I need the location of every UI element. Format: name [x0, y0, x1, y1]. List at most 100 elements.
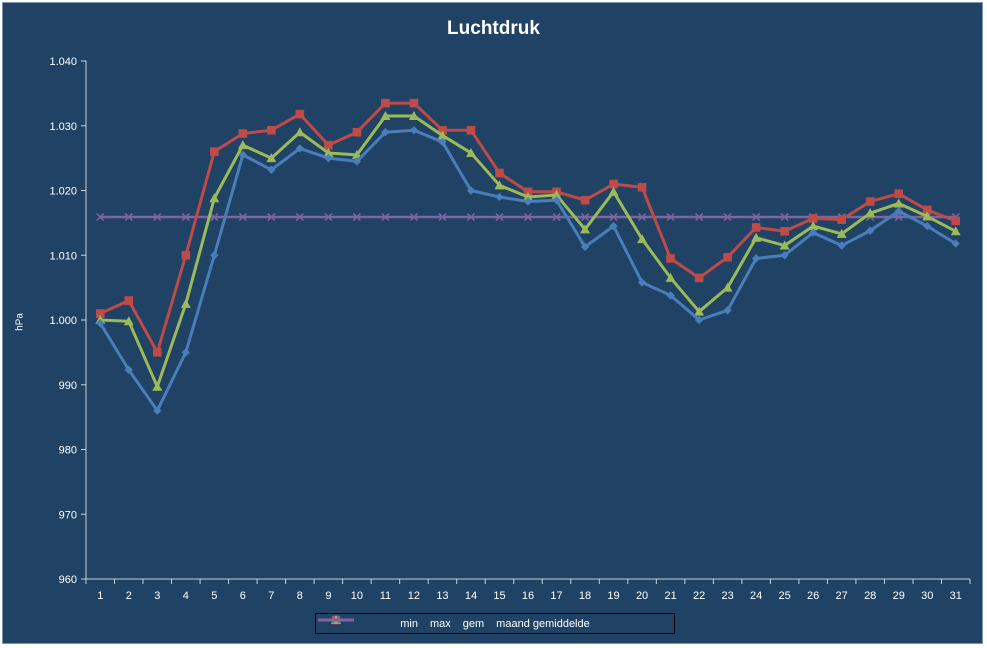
data-point-maand-gemiddelde — [666, 213, 675, 222]
x-tick-label: 5 — [211, 590, 217, 602]
x-tick-label: 25 — [779, 590, 791, 602]
data-point-maand-gemiddelde — [552, 213, 561, 222]
data-point-max — [466, 125, 476, 135]
data-point-gem — [465, 147, 476, 157]
data-point-max — [381, 98, 390, 108]
data-point-min — [181, 348, 191, 357]
data-point-maand-gemiddelde — [723, 213, 732, 222]
data-point-maand-gemiddelde — [352, 213, 361, 222]
data-point-gem — [808, 221, 819, 231]
data-point-min — [438, 137, 447, 147]
data-point-maand-gemiddelde — [210, 213, 219, 222]
y-tick-label: 960 — [59, 574, 77, 586]
legend: min max gem maand gemiddelde — [315, 613, 675, 634]
data-point-gem — [580, 224, 591, 234]
data-point-max — [210, 147, 219, 156]
data-point-maand-gemiddelde — [523, 213, 533, 222]
x-tick-label: 28 — [864, 590, 876, 602]
x-tick-label: 23 — [721, 590, 733, 602]
data-point-max — [352, 127, 362, 137]
data-point-min — [780, 251, 789, 260]
data-point-gem — [722, 282, 733, 292]
data-point-min — [295, 144, 305, 153]
x-tick-label: 19 — [607, 590, 619, 602]
data-point-maand-gemiddelde — [609, 213, 618, 222]
x-tick-label: 1 — [97, 590, 103, 602]
x-tick-label: 17 — [550, 590, 562, 602]
data-point-gem — [323, 147, 334, 157]
legend-item: max — [318, 615, 451, 630]
legend-swatch — [318, 615, 354, 625]
data-point-maand-gemiddelde — [780, 213, 789, 222]
data-point-min — [609, 221, 618, 231]
data-point-maand-gemiddelde — [894, 213, 903, 222]
data-point-min — [96, 319, 105, 328]
data-point-min — [324, 153, 333, 163]
data-point-gem — [351, 149, 362, 159]
y-tick-label: 970 — [59, 509, 77, 521]
data-point-min — [495, 192, 504, 202]
x-tick-label: 13 — [436, 590, 448, 602]
data-point-gem — [950, 226, 961, 236]
x-tick-label: 31 — [950, 590, 962, 602]
data-point-gem — [779, 240, 790, 250]
data-point-maand-gemiddelde — [238, 213, 247, 222]
data-point-maand-gemiddelde — [324, 213, 333, 222]
data-point-min — [153, 406, 162, 415]
data-point-max — [409, 98, 419, 108]
data-point-min — [923, 221, 932, 231]
data-point-max — [951, 216, 961, 226]
x-tick-label: 16 — [522, 590, 534, 602]
data-point-maand-gemiddelde — [267, 213, 276, 222]
data-point-max — [580, 195, 590, 205]
data-point-gem — [408, 111, 419, 121]
data-point-gem — [608, 186, 619, 196]
data-point-max — [637, 182, 647, 192]
legend-label: min — [400, 617, 418, 630]
data-point-max — [751, 223, 761, 232]
data-point-min — [466, 186, 476, 195]
legend-item: min — [318, 615, 418, 630]
data-point-max — [152, 348, 162, 357]
data-point-max — [324, 140, 333, 150]
data-point-maand-gemiddelde — [96, 213, 105, 222]
data-point-min — [381, 128, 390, 137]
data-point-gem — [865, 208, 876, 218]
x-tick-label: 20 — [636, 590, 648, 602]
data-point-max — [267, 125, 276, 135]
legend-label: max — [429, 617, 451, 630]
data-point-max — [495, 168, 504, 178]
x-tick-label: 7 — [268, 590, 274, 602]
data-point-min — [723, 306, 732, 315]
data-point-max — [609, 179, 618, 189]
data-point-max — [666, 254, 675, 263]
data-point-min — [580, 242, 590, 252]
data-point-maand-gemiddelde — [409, 213, 418, 222]
data-point-gem — [294, 127, 305, 137]
legend-item: gem — [318, 615, 484, 630]
data-point-gem — [494, 180, 505, 190]
y-tick-label: 990 — [59, 380, 77, 392]
data-point-gem — [836, 228, 847, 238]
data-point-gem — [665, 272, 676, 282]
legend-swatch-marker — [331, 615, 341, 625]
data-point-gem — [893, 198, 904, 208]
data-point-gem — [180, 298, 191, 308]
data-point-max — [523, 187, 533, 197]
data-point-min — [267, 165, 276, 174]
data-point-min — [808, 228, 818, 237]
series-group — [95, 98, 961, 415]
data-point-max — [295, 109, 305, 119]
data-point-max — [837, 215, 846, 224]
data-point-max — [894, 189, 904, 199]
data-point-gem — [694, 306, 705, 316]
data-point-max — [124, 296, 134, 305]
data-point-min — [352, 157, 362, 166]
data-point-gem — [266, 153, 277, 163]
data-point-max — [922, 205, 932, 215]
x-tick-label: 27 — [836, 590, 848, 602]
data-point-min — [694, 315, 704, 325]
data-point-gem — [922, 211, 933, 221]
series-max — [95, 98, 961, 357]
data-point-gem — [380, 111, 391, 121]
